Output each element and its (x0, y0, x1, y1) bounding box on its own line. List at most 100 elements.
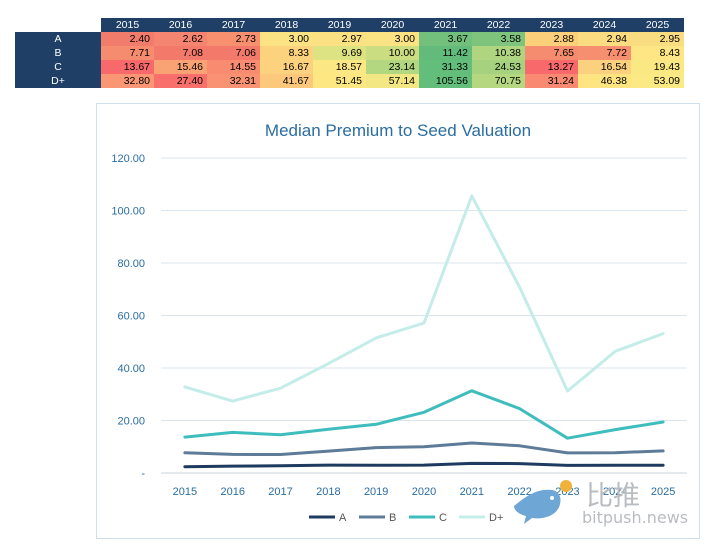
y-tick-label: - (141, 468, 145, 480)
x-tick-label: 2025 (651, 486, 675, 498)
y-tick-label: 20.00 (117, 416, 145, 428)
table-cell: 32.80 (101, 74, 154, 88)
table-row-label: C (15, 60, 101, 74)
table-cell: 16.67 (260, 60, 313, 74)
line-chart: Median Premium to Seed Valuation - 20.00 4… (96, 103, 700, 539)
table-row: D+ 32.80 27.40 32.31 41.67 51.45 57.14 105.56 70… (15, 74, 684, 88)
table-year-header: 2023 (525, 18, 578, 32)
series-line-d-plus (183, 194, 665, 403)
table-cell: 16.54 (578, 60, 631, 74)
table-cell: 27.40 (154, 74, 207, 88)
table-cell: 31.33 (419, 60, 472, 74)
table-year-header: 2017 (207, 18, 260, 32)
chart-title: Median Premium to Seed Valuation (265, 121, 531, 140)
x-tick-label: 2019 (364, 486, 388, 498)
table-cell: 2.94 (578, 32, 631, 46)
table-cell: 2.40 (101, 32, 154, 46)
table-year-header: 2018 (260, 18, 313, 32)
watermark-en: bitpush.news (582, 508, 689, 527)
table-cell: 8.43 (631, 46, 684, 60)
legend-label: C (439, 512, 447, 524)
table-cell: 3.00 (260, 32, 313, 46)
table-year-header: 2024 (578, 18, 631, 32)
table-cell: 13.27 (525, 60, 578, 74)
legend-label: D+ (489, 512, 503, 524)
table-cell: 9.69 (313, 46, 366, 60)
table-corner (15, 18, 101, 32)
table-row-label: D+ (15, 74, 101, 88)
table-cell: 7.71 (101, 46, 154, 60)
table-row-label: A (15, 32, 101, 46)
table-cell: 10.38 (472, 46, 525, 60)
table-cell: 3.67 (419, 32, 472, 46)
y-tick-label: 100.00 (111, 206, 145, 218)
chart-svg: Median Premium to Seed Valuation - 20.00 4… (111, 121, 687, 524)
chart-gridlines (161, 157, 687, 474)
table-row: C 13.67 15.46 14.55 16.67 18.57 23.14 31.33 24.5… (15, 60, 684, 74)
watermark: 比推 bitpush.news (506, 474, 696, 530)
table-cell: 14.55 (207, 60, 260, 74)
table-cell: 57.14 (366, 74, 419, 88)
y-tick-label: 60.00 (117, 311, 145, 323)
table-year-header: 2016 (154, 18, 207, 32)
table-cell: 32.31 (207, 74, 260, 88)
y-tick-label: 80.00 (117, 258, 145, 270)
table-cell: 7.06 (207, 46, 260, 60)
table-cell: 19.43 (631, 60, 684, 74)
series-line-b (183, 441, 665, 456)
table-cell: 70.75 (472, 74, 525, 88)
table-cell: 2.73 (207, 32, 260, 46)
table-cell: 8.33 (260, 46, 313, 60)
table-cell: 2.97 (313, 32, 366, 46)
table-year-header: 2019 (313, 18, 366, 32)
table-cell: 7.08 (154, 46, 207, 60)
x-tick-label: 2015 (173, 486, 197, 498)
table-header-row: 2015 2016 2017 2018 2019 2020 2021 2022 2023 2024… (15, 18, 684, 32)
x-tick-label: 2016 (220, 486, 244, 498)
table-year-header: 2015 (101, 18, 154, 32)
y-axis: - 20.00 40.00 60.00 80.00 100.00 120.00 (111, 153, 145, 480)
table-row-label: B (15, 46, 101, 60)
x-tick-label: 2020 (412, 486, 436, 498)
data-table: 2015 2016 2017 2018 2019 2020 2021 2022 2023 2024… (15, 18, 684, 88)
table-cell: 3.58 (472, 32, 525, 46)
table-cell: 18.57 (313, 60, 366, 74)
table-row: A 2.40 2.62 2.73 3.00 2.97 3.00 3.67 3.58 2.88 2.9… (15, 32, 684, 46)
table-cell: 53.09 (631, 74, 684, 88)
table-row: B 7.71 7.08 7.06 8.33 9.69 10.00 11.42 10.38 7.65… (15, 46, 684, 60)
x-tick-label: 2021 (460, 486, 484, 498)
table-cell: 10.00 (366, 46, 419, 60)
x-axis: 2015 2016 2017 2018 2019 2020 2021 2022 2023 2024… (173, 486, 676, 498)
y-tick-label: 40.00 (117, 363, 145, 375)
bird-logo-icon (514, 480, 572, 524)
table-cell: 15.46 (154, 60, 207, 74)
table-cell: 105.56 (419, 74, 472, 88)
table-cell: 31.24 (525, 74, 578, 88)
table-cell: 23.14 (366, 60, 419, 74)
table-year-header: 2020 (366, 18, 419, 32)
legend-label: B (389, 512, 396, 524)
chart-legend: A B C D+ (309, 512, 503, 524)
series-line-c (183, 389, 665, 440)
x-tick-label: 2017 (268, 486, 292, 498)
table-cell: 2.88 (525, 32, 578, 46)
watermark-cn: 比推 (586, 481, 640, 512)
series-line-a (183, 461, 665, 469)
table-cell: 46.38 (578, 74, 631, 88)
table-cell: 7.72 (578, 46, 631, 60)
x-tick-label: 2022 (507, 486, 531, 498)
table-cell: 41.67 (260, 74, 313, 88)
table-cell: 2.95 (631, 32, 684, 46)
table-cell: 11.42 (419, 46, 472, 60)
table-cell: 3.00 (366, 32, 419, 46)
table-year-header: 2022 (472, 18, 525, 32)
y-tick-label: 120.00 (111, 153, 145, 165)
table-cell: 13.67 (101, 60, 154, 74)
table-cell: 24.53 (472, 60, 525, 74)
legend-label: A (339, 512, 347, 524)
chart-series (183, 194, 665, 469)
table-year-header: 2021 (419, 18, 472, 32)
table-body: A 2.40 2.62 2.73 3.00 2.97 3.00 3.67 3.58 2.88 2.9… (15, 32, 684, 88)
table-cell: 51.45 (313, 74, 366, 88)
table-cell: 2.62 (154, 32, 207, 46)
